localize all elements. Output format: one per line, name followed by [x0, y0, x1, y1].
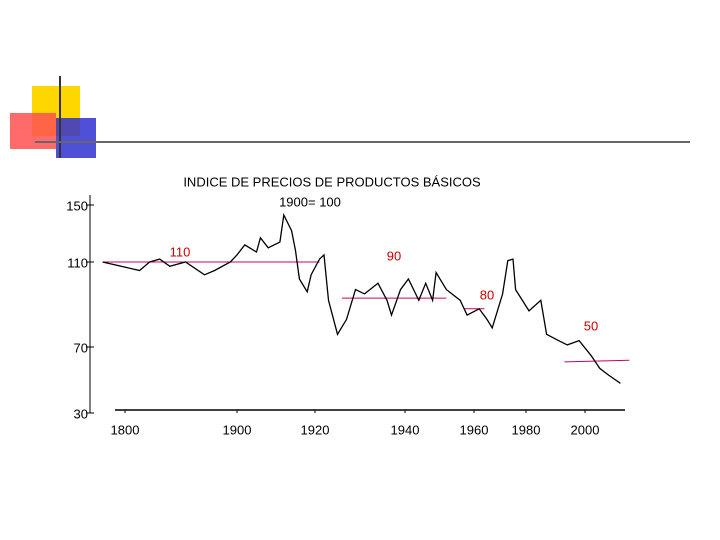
x-tick-label: 2000	[571, 422, 600, 437]
reference-label: 80	[480, 287, 494, 302]
reference-label: 110	[170, 244, 191, 259]
y-tick-label: 30	[74, 406, 88, 421]
deco-blue	[56, 118, 96, 158]
x-tick-label: 1980	[512, 422, 541, 437]
reference-label: 90	[387, 248, 401, 263]
deco-red	[10, 113, 56, 149]
x-tick-label: 1960	[460, 422, 489, 437]
x-tick-label: 1900	[223, 422, 252, 437]
chart-title: INDICE DE PRECIOS DE PRODUCTOS BÁSICOS	[183, 174, 481, 189]
x-tick-label: 1800	[111, 422, 140, 437]
data-line	[102, 212, 621, 384]
y-tick-label: 70	[74, 340, 88, 355]
y-tick-label: 110	[67, 255, 88, 270]
x-tick-label: 1940	[391, 422, 420, 437]
y-tick-label: 150	[66, 198, 88, 213]
reference-label: 50	[584, 318, 598, 333]
reference-line	[564, 359, 630, 363]
chart-subtitle: 1900= 100	[279, 194, 341, 209]
x-tick-label: 1920	[301, 422, 330, 437]
